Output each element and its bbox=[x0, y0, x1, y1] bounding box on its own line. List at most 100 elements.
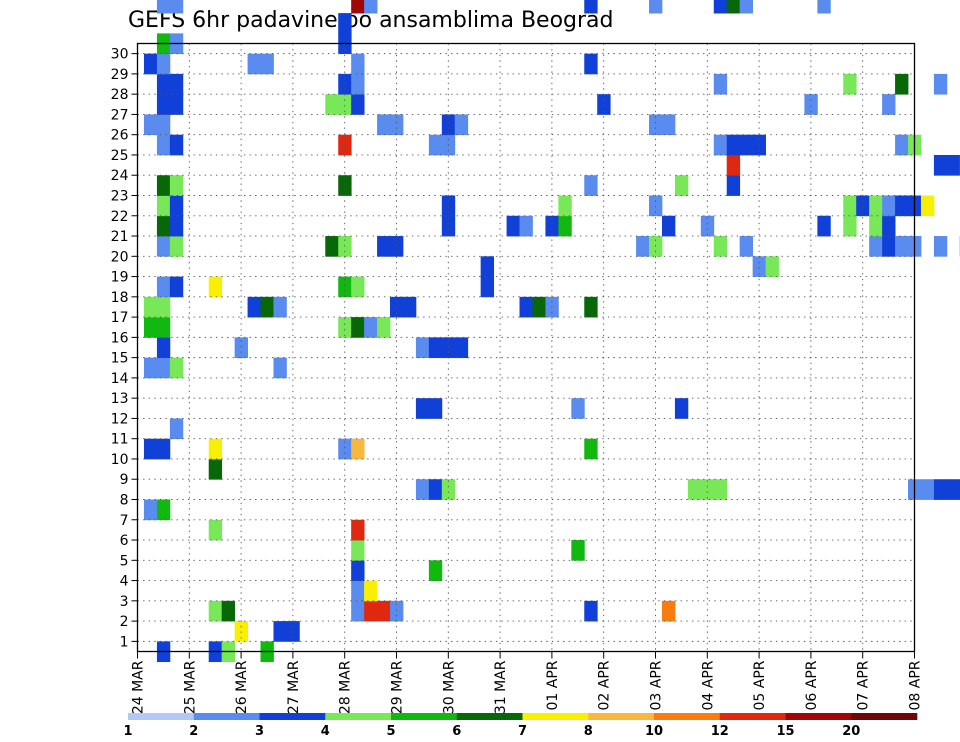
data-cell bbox=[351, 540, 365, 561]
data-cell bbox=[169, 236, 184, 257]
data-cell bbox=[571, 398, 585, 419]
data-cell bbox=[869, 195, 883, 217]
y-tick-label: 16 bbox=[111, 330, 129, 346]
data-cell bbox=[558, 195, 572, 217]
data-cell bbox=[156, 94, 171, 115]
data-cell bbox=[700, 479, 715, 500]
data-cell bbox=[804, 94, 818, 115]
data-cell bbox=[843, 73, 857, 95]
data-cell bbox=[351, 276, 365, 298]
data-cell bbox=[584, 600, 598, 622]
colorbar-label: 2 bbox=[189, 724, 198, 739]
data-cell bbox=[143, 296, 158, 318]
colorbar-label: 15 bbox=[776, 724, 794, 739]
x-tick-label: 01 APR bbox=[545, 660, 561, 710]
data-cell bbox=[260, 296, 274, 318]
data-cell bbox=[156, 175, 171, 196]
x-tick-label: 25 MAR bbox=[182, 660, 198, 714]
data-cell bbox=[532, 296, 546, 318]
data-cell bbox=[169, 134, 184, 156]
data-cell bbox=[441, 479, 456, 500]
data-cell bbox=[895, 195, 909, 217]
data-cell bbox=[156, 0, 171, 14]
data-cell bbox=[597, 94, 611, 115]
colorbar-label: 4 bbox=[321, 724, 330, 739]
y-tick-label: 1 bbox=[120, 634, 129, 650]
data-cell bbox=[713, 134, 728, 156]
data-cell bbox=[156, 317, 171, 338]
data-cell bbox=[920, 479, 935, 500]
data-cell bbox=[143, 114, 158, 136]
x-tick-label: 08 APR bbox=[908, 660, 924, 710]
data-cell bbox=[765, 256, 779, 277]
y-tick-label: 5 bbox=[120, 553, 129, 569]
colorbar-label: 12 bbox=[711, 724, 729, 739]
colorbar-swatch bbox=[588, 713, 655, 720]
data-cell bbox=[415, 337, 430, 359]
colorbar-swatch bbox=[193, 713, 260, 720]
y-tick-label: 13 bbox=[111, 391, 129, 407]
y-tick-label: 28 bbox=[111, 87, 129, 103]
data-cell bbox=[402, 296, 417, 318]
data-cell bbox=[584, 0, 598, 14]
y-tick-label: 2 bbox=[120, 614, 129, 630]
y-axis: 1234567891011121314151617181920212223242… bbox=[111, 47, 138, 650]
y-tick-label: 25 bbox=[111, 148, 129, 164]
data-cell bbox=[584, 53, 598, 75]
y-tick-label: 19 bbox=[111, 270, 129, 286]
data-cell bbox=[584, 296, 598, 318]
data-cell bbox=[817, 0, 831, 14]
data-cell bbox=[674, 398, 689, 419]
y-tick-label: 21 bbox=[111, 229, 129, 245]
data-cell bbox=[558, 215, 572, 237]
data-cell bbox=[247, 296, 261, 318]
data-cell bbox=[428, 337, 443, 359]
data-cell bbox=[946, 154, 960, 176]
data-cell bbox=[649, 0, 663, 14]
data-cell bbox=[156, 215, 171, 237]
data-cell bbox=[428, 479, 443, 500]
data-cell bbox=[454, 337, 469, 359]
y-tick-label: 7 bbox=[120, 513, 129, 529]
data-cell bbox=[143, 499, 158, 521]
data-cell bbox=[428, 398, 443, 419]
data-cell bbox=[247, 53, 261, 75]
grid-lines bbox=[137, 43, 915, 652]
data-cell bbox=[882, 236, 896, 257]
data-cell bbox=[752, 256, 766, 277]
data-cell bbox=[933, 73, 948, 95]
colorbar-label: 6 bbox=[452, 724, 461, 739]
y-tick-label: 18 bbox=[111, 290, 129, 306]
data-cell bbox=[364, 0, 378, 14]
y-tick-label: 26 bbox=[111, 128, 129, 144]
data-cell bbox=[286, 621, 300, 642]
data-cell bbox=[843, 215, 857, 237]
data-cell bbox=[325, 236, 339, 257]
data-cell bbox=[208, 458, 223, 480]
data-cell bbox=[726, 175, 741, 196]
x-tick-label: 02 APR bbox=[597, 660, 613, 710]
data-cell bbox=[636, 236, 650, 257]
data-cell bbox=[882, 215, 896, 237]
x-tick-label: 27 MAR bbox=[286, 660, 302, 714]
data-cell bbox=[856, 195, 870, 217]
y-tick-label: 9 bbox=[120, 472, 129, 488]
y-tick-label: 3 bbox=[120, 594, 129, 610]
data-cell bbox=[674, 175, 689, 196]
data-cell bbox=[713, 0, 728, 14]
x-tick-label: 24 MAR bbox=[131, 660, 147, 714]
data-cell bbox=[726, 0, 741, 14]
colorbar-label: 3 bbox=[255, 724, 264, 739]
data-cells bbox=[143, 0, 960, 663]
y-tick-label: 30 bbox=[111, 47, 129, 63]
data-cell bbox=[351, 73, 365, 95]
data-cell bbox=[273, 296, 287, 318]
x-tick-label: 26 MAR bbox=[234, 660, 250, 714]
data-cell bbox=[933, 479, 948, 500]
data-cell bbox=[415, 398, 430, 419]
data-cell bbox=[441, 114, 456, 136]
data-cell bbox=[454, 114, 469, 136]
colorbar-swatch bbox=[128, 713, 195, 720]
y-tick-label: 29 bbox=[111, 67, 129, 83]
